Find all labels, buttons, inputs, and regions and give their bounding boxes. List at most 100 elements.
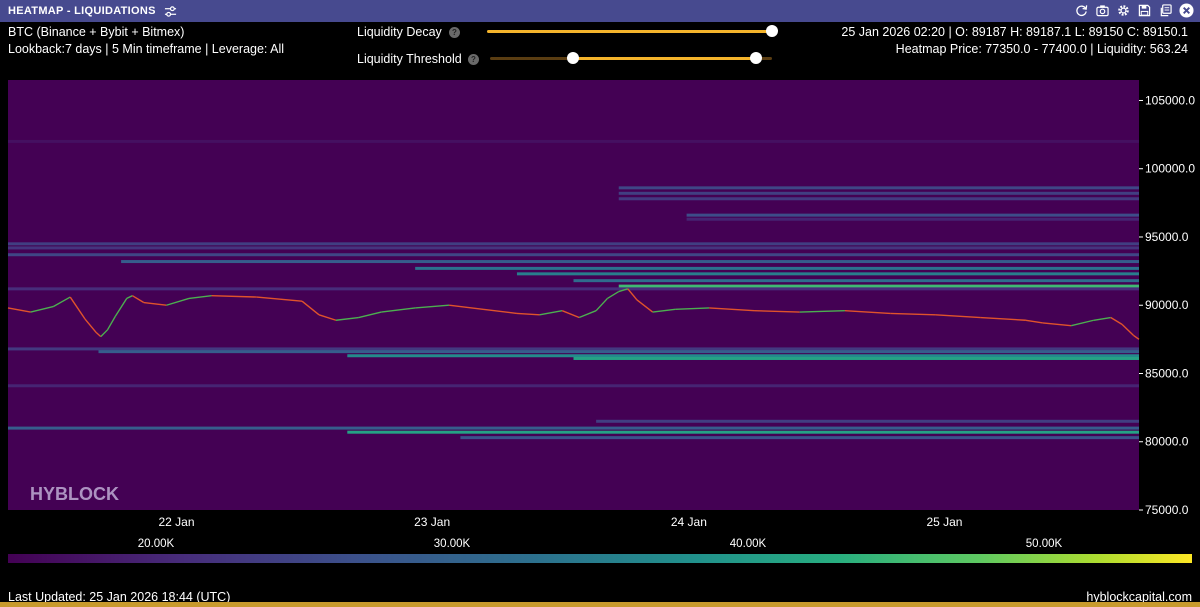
liquidation-band xyxy=(8,384,1139,388)
price-line-segment xyxy=(1121,323,1134,336)
liquidity-decay-slider[interactable] xyxy=(487,30,772,33)
liquidation-band xyxy=(460,436,1139,440)
liquidation-band xyxy=(8,242,1139,246)
lookback-label: Lookback:7 days | 5 Min timeframe | Leve… xyxy=(8,42,285,56)
price-line-segment xyxy=(335,316,359,321)
price-line-segment xyxy=(52,296,71,308)
liquidation-band xyxy=(347,354,1139,358)
price-line-segment xyxy=(166,297,190,306)
gear-icon[interactable] xyxy=(1116,3,1131,18)
site-link[interactable]: hyblockcapital.com xyxy=(1086,590,1192,604)
heatmap-price-readout: Heatmap Price: 77350.0 - 77400.0 | Liqui… xyxy=(895,42,1188,56)
liquidation-band xyxy=(686,213,1139,217)
price-line-segment xyxy=(1025,319,1043,324)
window-toolbar xyxy=(1074,3,1194,18)
price-line-segment xyxy=(301,300,320,316)
y-tick-label: 80000.0 xyxy=(1145,435,1189,449)
refresh-icon[interactable] xyxy=(1074,3,1089,18)
price-line-segment xyxy=(890,312,936,316)
liquidation-bands xyxy=(8,139,1140,440)
colorbar-tick-label: 20.00K xyxy=(137,538,175,550)
price-series xyxy=(7,288,1140,340)
price-line-segment xyxy=(381,307,416,313)
liquidity-decay-label: Liquidity Decay xyxy=(357,25,442,39)
price-line-segment xyxy=(482,308,518,315)
liquidation-band xyxy=(618,191,1139,195)
price-line-segment xyxy=(126,295,133,300)
price-line-segment xyxy=(709,307,755,312)
price-line-segment xyxy=(618,288,628,293)
y-tick-label: 85000.0 xyxy=(1145,366,1189,380)
liquidation-band xyxy=(8,246,1139,250)
price-line-segment xyxy=(69,296,86,320)
price-line-segment xyxy=(100,329,109,338)
price-line-segment xyxy=(595,297,608,312)
window-title: HEATMAP - LIQUIDATIONS xyxy=(8,5,156,17)
price-line-segment xyxy=(358,311,382,319)
liquidity-threshold-max-thumb[interactable] xyxy=(750,52,762,64)
liquidation-band xyxy=(573,356,1139,360)
x-tick-label: 25 Jan xyxy=(926,515,962,529)
liquidity-threshold-min-thumb[interactable] xyxy=(567,52,579,64)
liquidation-band xyxy=(618,186,1139,190)
x-axis: 22 Jan 23 Jan 24 Jan 25 Jan xyxy=(159,515,963,529)
price-line-segment xyxy=(95,332,102,338)
price-line-segment xyxy=(1070,319,1094,327)
price-line-segment xyxy=(1042,322,1072,327)
price-line-segment xyxy=(578,310,597,319)
bottom-accent-bar xyxy=(0,602,1200,607)
liquidation-band xyxy=(8,139,1139,143)
liquidation-band xyxy=(618,284,1139,288)
save-icon[interactable] xyxy=(1137,3,1152,18)
liquidation-band xyxy=(573,279,1139,283)
liquidation-band xyxy=(8,426,1139,430)
hyblock-watermark: HYBLOCK xyxy=(30,484,119,504)
decay-help-icon[interactable]: ? xyxy=(449,27,460,38)
y-axis: 105000.0 100000.0 95000.0 90000.0 85000.0 800… xyxy=(1139,93,1195,517)
x-tick-label: 24 Jan xyxy=(671,515,707,529)
price-line-segment xyxy=(449,304,484,311)
x-tick-label: 23 Jan xyxy=(414,515,450,529)
liquidation-band xyxy=(686,217,1139,221)
sliders-icon[interactable] xyxy=(164,5,177,18)
symbol-label: BTC (Binance + Bybit + Bitmex) xyxy=(8,25,185,39)
copy-icon[interactable] xyxy=(1158,3,1173,18)
liquidation-band xyxy=(618,197,1139,201)
colorbar-tick-label: 30.00K xyxy=(433,538,471,550)
price-line-segment xyxy=(114,298,128,317)
price-line-segment xyxy=(980,316,1026,321)
price-line-segment xyxy=(415,304,450,309)
liquidation-band xyxy=(347,430,1139,434)
liquidity-threshold-range xyxy=(573,57,756,60)
colorbar-tick-label: 40.00K xyxy=(729,538,767,550)
liquidation-band xyxy=(8,287,1139,291)
camera-icon[interactable] xyxy=(1095,3,1110,18)
price-line-segment xyxy=(561,310,580,319)
y-tick-label: 105000.0 xyxy=(1145,93,1195,107)
liquidation-heatmap-chart[interactable]: HYBLOCK 105000.0 100000.0 95000.0 90000.0 85… xyxy=(0,70,1200,532)
colorbar-ticks: 20.00K 30.00K 40.00K 50.00K xyxy=(0,538,1200,554)
price-line-segment xyxy=(132,295,145,304)
last-updated-label: Last Updated: 25 Jan 2026 18:44 (UTC) xyxy=(8,590,231,604)
price-line-segment xyxy=(516,312,540,316)
x-tick-label: 22 Jan xyxy=(159,515,195,529)
price-line-segment xyxy=(7,307,31,313)
colorbar-tick-label: 50.00K xyxy=(1025,538,1063,550)
liquidation-band xyxy=(98,350,1140,354)
price-line-segment xyxy=(652,308,676,313)
heatmap-plot-area xyxy=(8,80,1139,510)
price-line-segment xyxy=(627,288,638,301)
liquidity-decay-slider-thumb[interactable] xyxy=(766,25,778,37)
liquidity-threshold-label: Liquidity Threshold xyxy=(357,52,462,66)
close-icon[interactable] xyxy=(1179,3,1194,18)
price-line-segment xyxy=(607,290,620,300)
threshold-help-icon[interactable]: ? xyxy=(468,54,479,65)
price-line-segment xyxy=(1110,316,1123,325)
ohlc-readout: 25 Jan 2026 02:20 | O: 89187 H: 89187.1 … xyxy=(841,25,1188,39)
price-line-segment xyxy=(935,314,981,319)
y-tick-label: 95000.0 xyxy=(1145,230,1189,244)
y-tick-label: 90000.0 xyxy=(1145,298,1189,312)
liquidation-band xyxy=(8,253,1139,257)
price-line-segment xyxy=(188,294,212,300)
price-line-segment xyxy=(211,294,257,298)
